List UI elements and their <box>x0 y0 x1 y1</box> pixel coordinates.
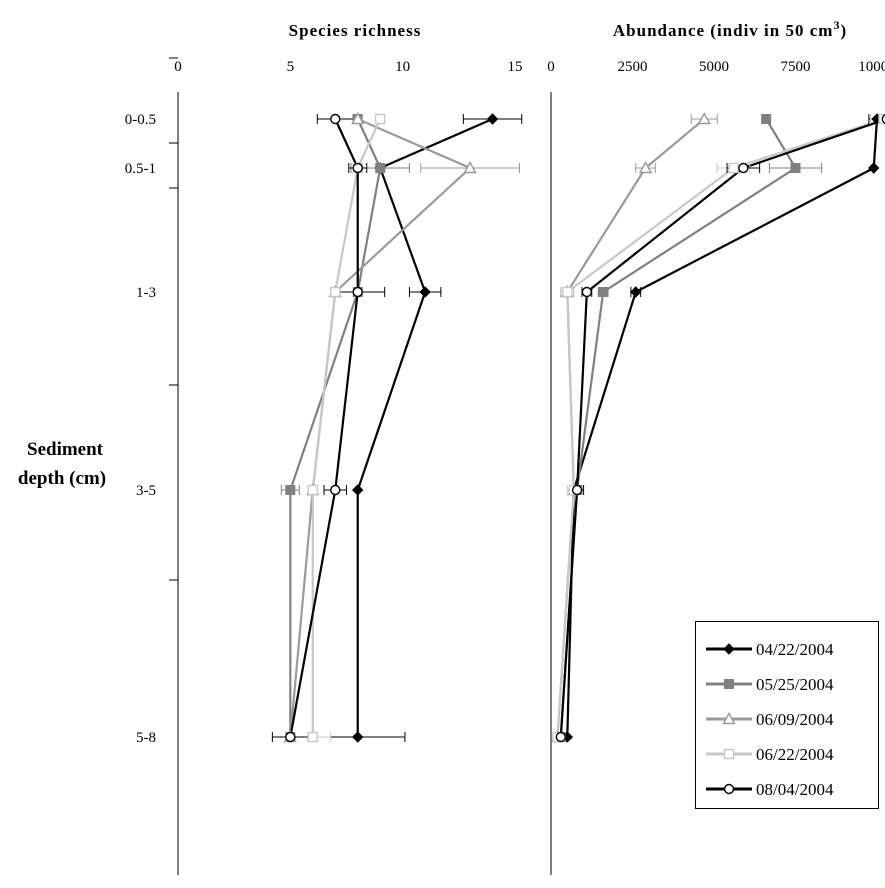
legend-label: 04/22/2004 <box>756 640 834 659</box>
species-richness-panel: Species richness 0 5 10 15 <box>169 21 523 875</box>
legend-swatch-marker <box>723 748 735 760</box>
x-tick-label-15: 15 <box>508 59 523 75</box>
x-tick-label-10: 10 <box>395 59 410 75</box>
side-label-line1: Sediment <box>27 439 104 460</box>
depth-label-3-5: 3-5 <box>136 483 156 499</box>
legend-svg: 04/22/2004 05/25/2004 06/09/2004 06/22/2004… <box>706 640 834 799</box>
x-tick-label-7500: 7500 <box>781 59 811 75</box>
point-05-25-2004-0 <box>761 114 772 124</box>
legend-label: 08/04/2004 <box>756 780 834 799</box>
point-06-22-2004-0 <box>375 113 386 125</box>
depth-label-0-0-5: 0-0.5 <box>125 112 156 128</box>
point-08-04-2004-0 <box>330 113 341 125</box>
point-08-04-2004-4 <box>555 731 566 743</box>
legend-label: 06/09/2004 <box>756 710 834 729</box>
legend-swatch-marker <box>724 679 734 689</box>
point-06-09-2004-0 <box>697 112 711 125</box>
legend-item-04-22-2004: 04/22/2004 <box>706 640 834 659</box>
point-08-04-2004-1 <box>352 162 363 174</box>
series-line-06-09-2004 <box>289 117 473 738</box>
point-08-04-2004-2 <box>352 286 363 298</box>
legend-label: 05/25/2004 <box>756 675 834 694</box>
point-06-09-2004-0 <box>351 112 365 125</box>
point-08-04-2004-4 <box>285 731 296 743</box>
depth-label-1-3: 1-3 <box>136 285 156 301</box>
point-04-22-2004-4 <box>352 731 364 743</box>
point-08-04-2004-3 <box>330 484 341 496</box>
point-05-25-2004-1 <box>375 163 386 173</box>
series-line-05-25-2004 <box>289 118 382 737</box>
legend-label: 06/22/2004 <box>756 745 834 764</box>
x-tick-label-0: 0 <box>174 59 182 75</box>
series-line-06-22-2004 <box>311 118 382 737</box>
point-08-04-2004-0 <box>881 114 885 124</box>
legend-swatch-marker <box>723 643 735 655</box>
point-04-22-2004-3 <box>352 484 364 496</box>
point-05-25-2004-2 <box>598 287 609 297</box>
legend-item-08-04-2004: 08/04/2004 <box>706 780 834 799</box>
point-06-22-2004-3 <box>307 484 318 496</box>
depth-label-5-8: 5-8 <box>136 730 156 746</box>
point-04-22-2004-1 <box>868 162 880 174</box>
point-05-25-2004-1 <box>790 163 801 173</box>
point-06-22-2004-2 <box>562 286 573 298</box>
point-06-22-2004-4 <box>307 731 318 743</box>
point-04-22-2004-2 <box>630 286 642 298</box>
chart-title: Species richness <box>289 21 422 40</box>
depth-category-labels: 0-0.5 0.5-1 1-3 3-5 5-8 <box>125 112 156 746</box>
legend-swatch-marker <box>722 712 736 725</box>
chart-title: Abundance (indiv in 50 cm3) <box>613 18 847 40</box>
legend-item-05-25-2004: 05/25/2004 <box>706 675 834 694</box>
point-05-25-2004-3 <box>285 485 296 495</box>
legend-swatch-marker <box>723 783 735 795</box>
series-line-08-04-2004 <box>289 118 359 738</box>
legend-item-06-09-2004: 06/09/2004 <box>706 710 834 729</box>
legend-item-06-22-2004: 06/22/2004 <box>706 745 834 764</box>
point-08-04-2004-1 <box>738 162 749 174</box>
x-tick-label-2500: 2500 <box>618 59 648 75</box>
point-06-22-2004-1 <box>728 162 739 174</box>
x-tick-label-5: 5 <box>287 59 295 75</box>
point-04-22-2004-2 <box>419 286 431 298</box>
point-04-22-2004-0 <box>486 113 499 125</box>
point-06-22-2004-2 <box>330 286 341 298</box>
point-08-04-2004-2 <box>581 286 593 298</box>
abundance-panel: Abundance (indiv in 50 cm3) 0 2500 5000 7500… <box>547 18 885 875</box>
point-08-04-2004-3 <box>571 484 583 496</box>
side-label-line2: depth (cm) <box>18 468 106 489</box>
depth-label-0-5-1: 0.5-1 <box>125 161 156 177</box>
series-line-04-22-2004 <box>356 117 493 737</box>
legend: 04/22/2004 05/25/2004 06/09/2004 06/22/2004… <box>695 621 879 809</box>
x-tick-label-0: 0 <box>547 59 555 75</box>
x-tick-label-5000: 5000 <box>699 59 729 75</box>
point-06-09-2004-1 <box>638 161 653 174</box>
point-06-09-2004-1 <box>463 161 477 174</box>
